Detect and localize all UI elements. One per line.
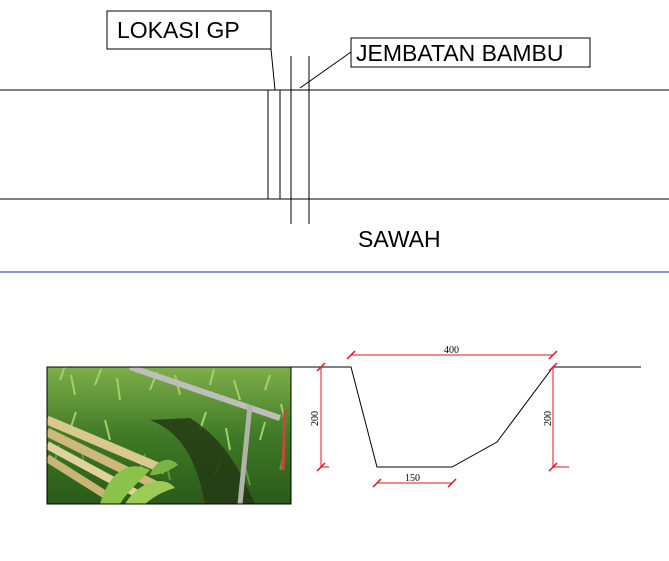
- lokasi-gp-label: LOKASI GP: [117, 17, 240, 43]
- gp-location-marker: [267, 89, 281, 200]
- dim-top-width-label: 400: [444, 345, 459, 356]
- dim-right-depth-label: 200: [543, 411, 554, 426]
- lokasi-gp-label-box: [106, 10, 272, 50]
- channel-cross-section: 400 150 200 200: [291, 345, 641, 488]
- jembatan-bambu-leader: [299, 51, 352, 89]
- jembatan-bambu-label: JEMBATAN BAMBU: [356, 40, 563, 66]
- dimension-left-depth: 200: [310, 362, 329, 472]
- dim-left-depth-label: 200: [310, 411, 321, 426]
- plan-view: LOKASI GP JEMBATAN BAMBU SAWAH: [0, 10, 669, 252]
- sawah-label: SAWAH: [358, 226, 441, 252]
- dimension-bottom-width: 150: [372, 473, 457, 488]
- dim-bottom-width-label: 150: [405, 473, 420, 484]
- site-photo: [46, 366, 292, 505]
- lokasi-gp-leader: [270, 48, 276, 91]
- jembatan-bambu-label-box: [350, 37, 591, 68]
- dimension-right-depth: 200: [543, 362, 569, 472]
- channel-profile: [291, 366, 641, 468]
- dimension-top-width: 400: [346, 345, 558, 360]
